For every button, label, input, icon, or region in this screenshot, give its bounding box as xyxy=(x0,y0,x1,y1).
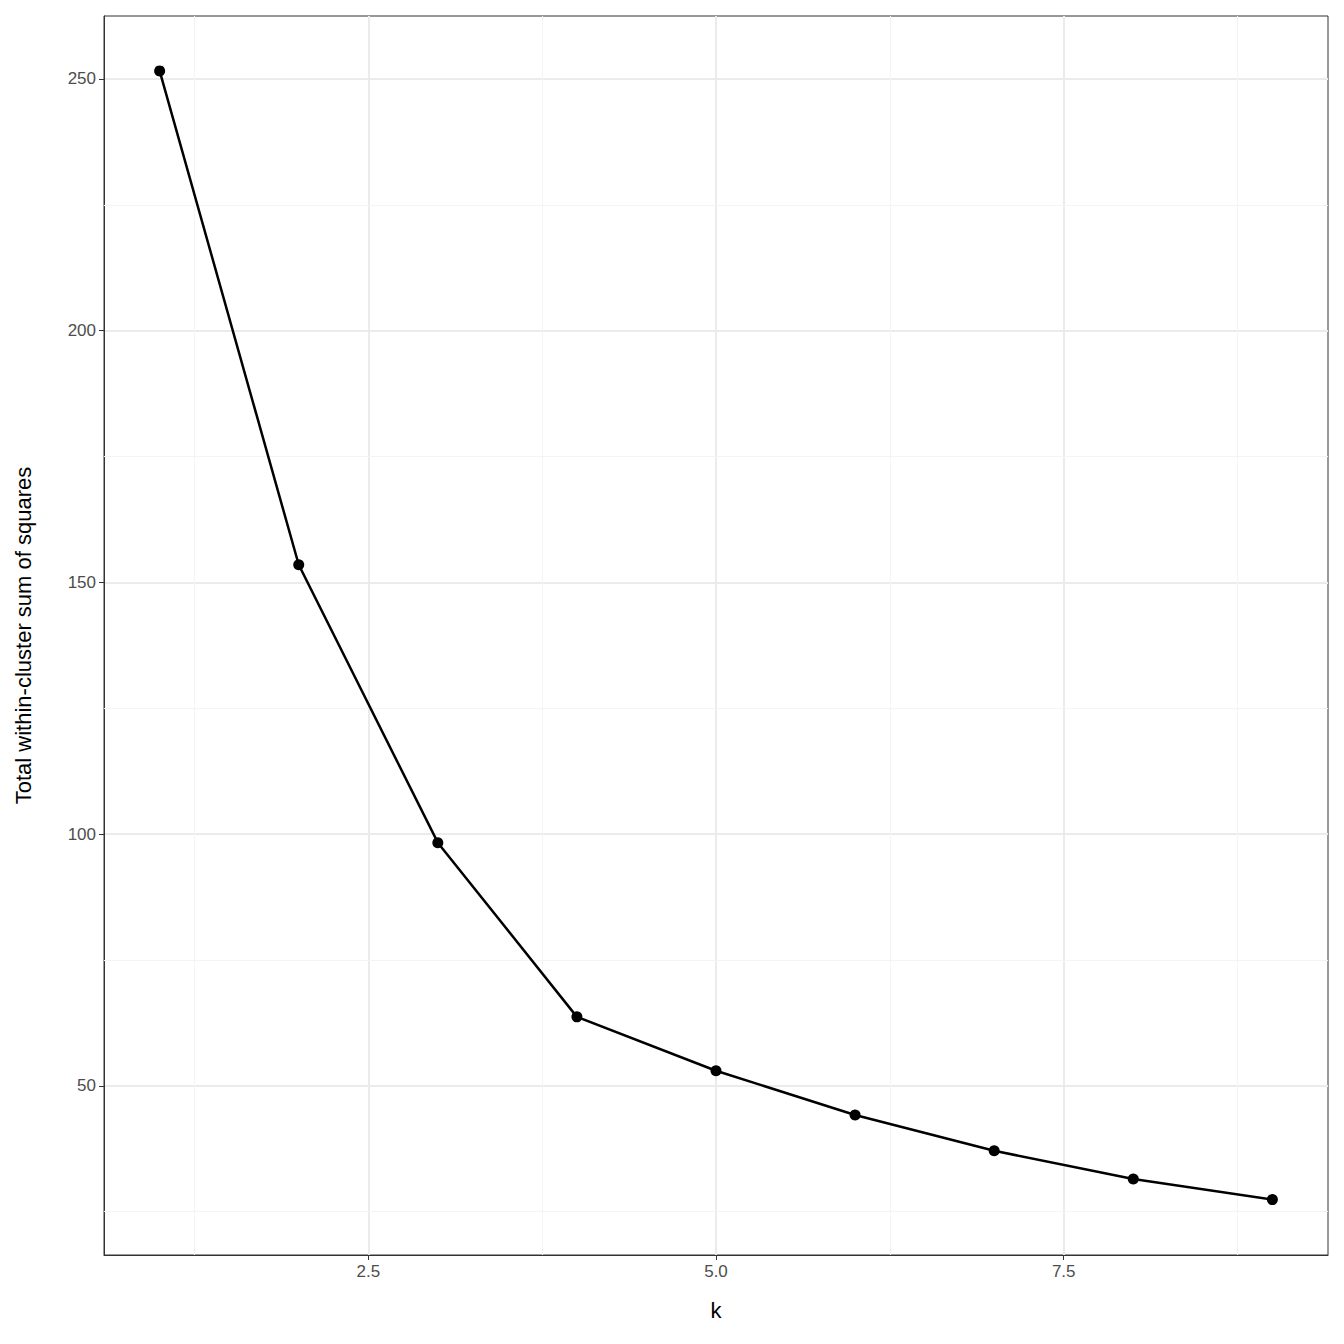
svg-text:k: k xyxy=(711,1298,723,1323)
svg-text:5.0: 5.0 xyxy=(704,1262,728,1281)
svg-text:250: 250 xyxy=(68,69,96,88)
svg-text:150: 150 xyxy=(68,573,96,592)
svg-text:2.5: 2.5 xyxy=(356,1262,380,1281)
svg-text:50: 50 xyxy=(77,1076,96,1095)
svg-text:100: 100 xyxy=(68,825,96,844)
svg-text:Total within-cluster sum of sq: Total within-cluster sum of squares xyxy=(11,467,36,804)
svg-text:200: 200 xyxy=(68,321,96,340)
svg-text:7.5: 7.5 xyxy=(1052,1262,1076,1281)
